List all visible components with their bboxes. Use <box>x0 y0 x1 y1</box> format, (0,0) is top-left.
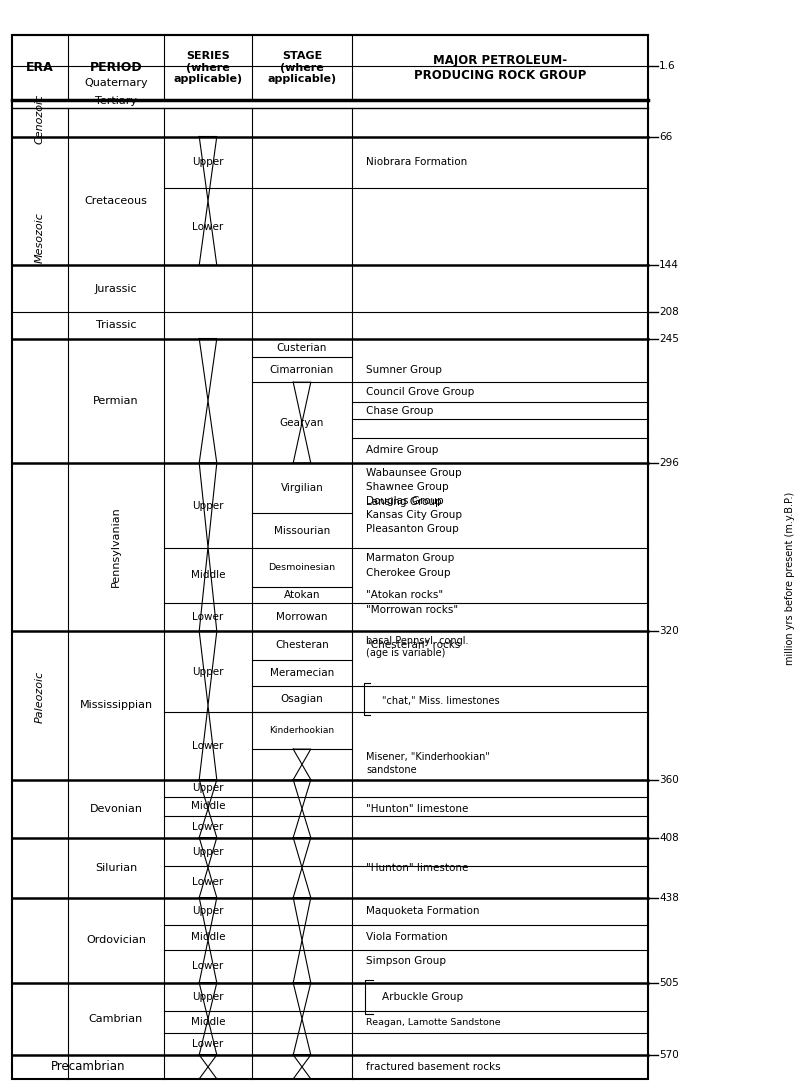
Text: Misener, "Kinderhookian": Misener, "Kinderhookian" <box>366 751 490 762</box>
Text: Lower: Lower <box>192 821 224 832</box>
Text: Council Grove Group: Council Grove Group <box>366 387 474 397</box>
Text: 208: 208 <box>659 307 679 318</box>
Text: Upper: Upper <box>192 500 224 511</box>
Text: Lower: Lower <box>192 740 224 751</box>
Text: fractured basement rocks: fractured basement rocks <box>366 1061 501 1072</box>
Text: Devonian: Devonian <box>90 804 142 814</box>
Text: 66: 66 <box>659 131 673 142</box>
Text: Quaternary: Quaternary <box>84 78 148 88</box>
Text: Lower: Lower <box>192 877 224 887</box>
Text: "Atokan rocks": "Atokan rocks" <box>366 590 443 601</box>
Text: Custerian: Custerian <box>277 343 327 353</box>
Text: Paleozoic: Paleozoic <box>35 670 45 723</box>
Text: Lower: Lower <box>192 961 224 972</box>
Text: Tertiary: Tertiary <box>95 96 137 106</box>
Text: Arbuckle Group: Arbuckle Group <box>382 992 463 1002</box>
Text: Ordovician: Ordovician <box>86 935 146 946</box>
Text: Upper: Upper <box>192 992 224 1002</box>
Text: million yrs before present (m.y.B.P.): million yrs before present (m.y.B.P.) <box>786 492 795 665</box>
Text: Lower: Lower <box>192 612 224 622</box>
Text: Cherokee Group: Cherokee Group <box>366 568 451 579</box>
Text: Middle: Middle <box>190 802 226 811</box>
Text: Upper: Upper <box>192 906 224 916</box>
Text: STAGE
(where
applicable): STAGE (where applicable) <box>267 51 337 84</box>
Text: Mesozoic: Mesozoic <box>35 212 45 263</box>
Text: Kinderhookian: Kinderhookian <box>270 726 334 735</box>
Text: Simpson Group: Simpson Group <box>366 956 446 966</box>
Text: Kansas City Group: Kansas City Group <box>366 510 462 521</box>
Text: 296: 296 <box>659 458 679 468</box>
Text: Upper: Upper <box>192 846 224 857</box>
Text: basal Pennsyl. congl.: basal Pennsyl. congl. <box>366 636 469 646</box>
Text: Mississippian: Mississippian <box>79 700 153 711</box>
Text: Gearyan: Gearyan <box>280 417 324 428</box>
Text: Missourian: Missourian <box>274 525 330 536</box>
Text: Middle: Middle <box>190 933 226 942</box>
Text: "Morrowan rocks": "Morrowan rocks" <box>366 605 458 616</box>
Text: 570: 570 <box>659 1049 679 1060</box>
Text: MAJOR PETROLEUM-
PRODUCING ROCK GROUP: MAJOR PETROLEUM- PRODUCING ROCK GROUP <box>414 54 586 82</box>
Text: 144: 144 <box>659 260 679 271</box>
Text: Permian: Permian <box>93 395 139 406</box>
Text: Pleasanton Group: Pleasanton Group <box>366 523 459 534</box>
Text: Maquoketa Formation: Maquoketa Formation <box>366 906 480 916</box>
Text: Lower: Lower <box>192 1038 224 1049</box>
Text: Pennsylvanian: Pennsylvanian <box>111 507 121 587</box>
Text: Sumner Group: Sumner Group <box>366 365 442 375</box>
Text: Admire Group: Admire Group <box>366 446 438 455</box>
Text: Osagian: Osagian <box>281 693 323 704</box>
Text: Reagan, Lamotte Sandstone: Reagan, Lamotte Sandstone <box>366 1018 501 1026</box>
Text: Upper: Upper <box>192 783 224 794</box>
Text: Triassic: Triassic <box>96 320 136 331</box>
Text: Middle: Middle <box>190 570 226 581</box>
Text: (age is variable): (age is variable) <box>366 648 446 658</box>
Text: ERA: ERA <box>26 61 54 74</box>
Text: 505: 505 <box>659 977 679 988</box>
Text: Desmoinesian: Desmoinesian <box>269 563 335 572</box>
Text: 360: 360 <box>659 774 679 785</box>
Text: PERIOD: PERIOD <box>90 61 142 74</box>
Text: 1.6: 1.6 <box>659 60 676 71</box>
Text: "Hunton" limestone: "Hunton" limestone <box>366 804 469 814</box>
Text: Chase Group: Chase Group <box>366 405 434 416</box>
Text: Virgilian: Virgilian <box>281 483 323 494</box>
Text: SERIES
(where
applicable): SERIES (where applicable) <box>174 51 242 84</box>
Text: Silurian: Silurian <box>95 863 137 873</box>
Text: Precambrian: Precambrian <box>50 1060 126 1073</box>
Text: Douglas Group: Douglas Group <box>366 496 444 507</box>
Text: Cretaceous: Cretaceous <box>85 195 147 206</box>
Text: Viola Formation: Viola Formation <box>366 933 448 942</box>
Text: Upper: Upper <box>192 157 224 167</box>
Text: Middle: Middle <box>190 1017 226 1028</box>
Text: Cimarronian: Cimarronian <box>270 365 334 375</box>
Text: Marmaton Group: Marmaton Group <box>366 553 454 563</box>
Text: 245: 245 <box>659 333 679 344</box>
Text: 438: 438 <box>659 892 679 903</box>
Text: Atokan: Atokan <box>284 590 320 601</box>
Text: Cambrian: Cambrian <box>89 1013 143 1024</box>
Text: Lower: Lower <box>192 222 224 232</box>
Text: Chesteran: Chesteran <box>275 640 329 651</box>
Text: Cenozoic: Cenozoic <box>35 93 45 144</box>
Text: "chat," Miss. limestones: "chat," Miss. limestones <box>382 696 500 707</box>
Text: Morrowan: Morrowan <box>276 612 328 622</box>
Text: Shawnee Group: Shawnee Group <box>366 482 449 492</box>
Text: Niobrara Formation: Niobrara Formation <box>366 157 468 167</box>
Text: "Chesteran" rocks: "Chesteran" rocks <box>366 640 461 651</box>
Text: Jurassic: Jurassic <box>94 284 138 294</box>
Text: 408: 408 <box>659 832 679 843</box>
Text: sandstone: sandstone <box>366 764 417 775</box>
Text: Meramecian: Meramecian <box>270 667 334 678</box>
Bar <box>12 35 648 1079</box>
Text: "Hunton" limestone: "Hunton" limestone <box>366 863 469 873</box>
Text: Lansing Group: Lansing Group <box>366 497 442 508</box>
Text: Wabaunsee Group: Wabaunsee Group <box>366 467 462 478</box>
Text: 320: 320 <box>659 626 679 637</box>
Text: Upper: Upper <box>192 666 224 677</box>
